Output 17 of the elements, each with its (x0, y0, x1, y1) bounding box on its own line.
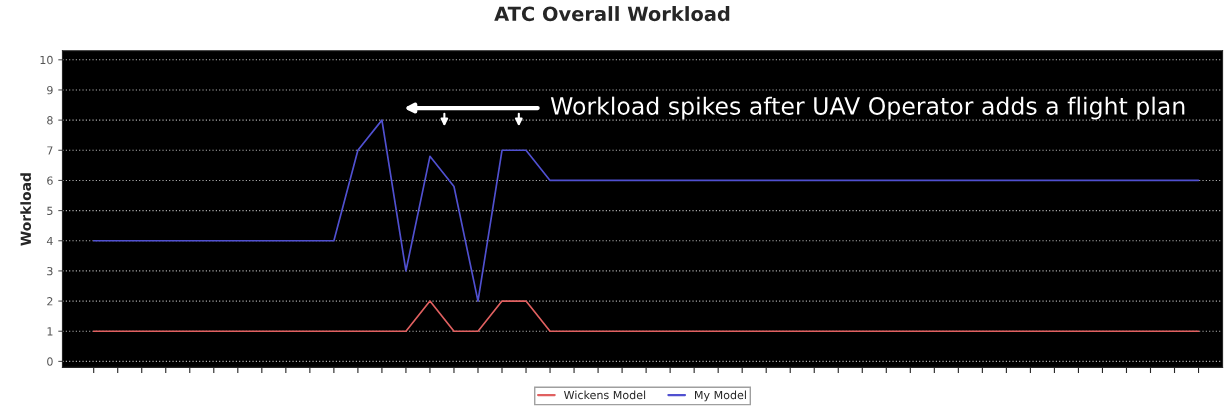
y-tick-label: 7 (47, 146, 53, 155)
y-tick-label: 9 (47, 85, 53, 95)
line-series (92, 119, 1200, 302)
y-tick-label: 4 (46, 236, 53, 245)
y-tick-label: 2 (47, 297, 53, 306)
y-tick-label: 1 (47, 327, 53, 336)
legend-label: My Model (695, 390, 746, 402)
legend-label: Wickens Model (563, 390, 646, 400)
y-tick-label: 0 (47, 357, 53, 366)
y-tick-label: 8 (47, 116, 53, 125)
annotation: Workload spikes after UAV Operator adds a flight plan (550, 96, 1185, 120)
y-tick-label: 5 (47, 206, 53, 215)
y-tick-label: 3 (47, 266, 53, 276)
y-axis-title: Workload (20, 173, 32, 246)
y-tick-label: 10 (40, 55, 53, 65)
y-tick-label: 6 (47, 176, 53, 185)
chart-title: ATC Overall Workload (494, 6, 730, 22)
